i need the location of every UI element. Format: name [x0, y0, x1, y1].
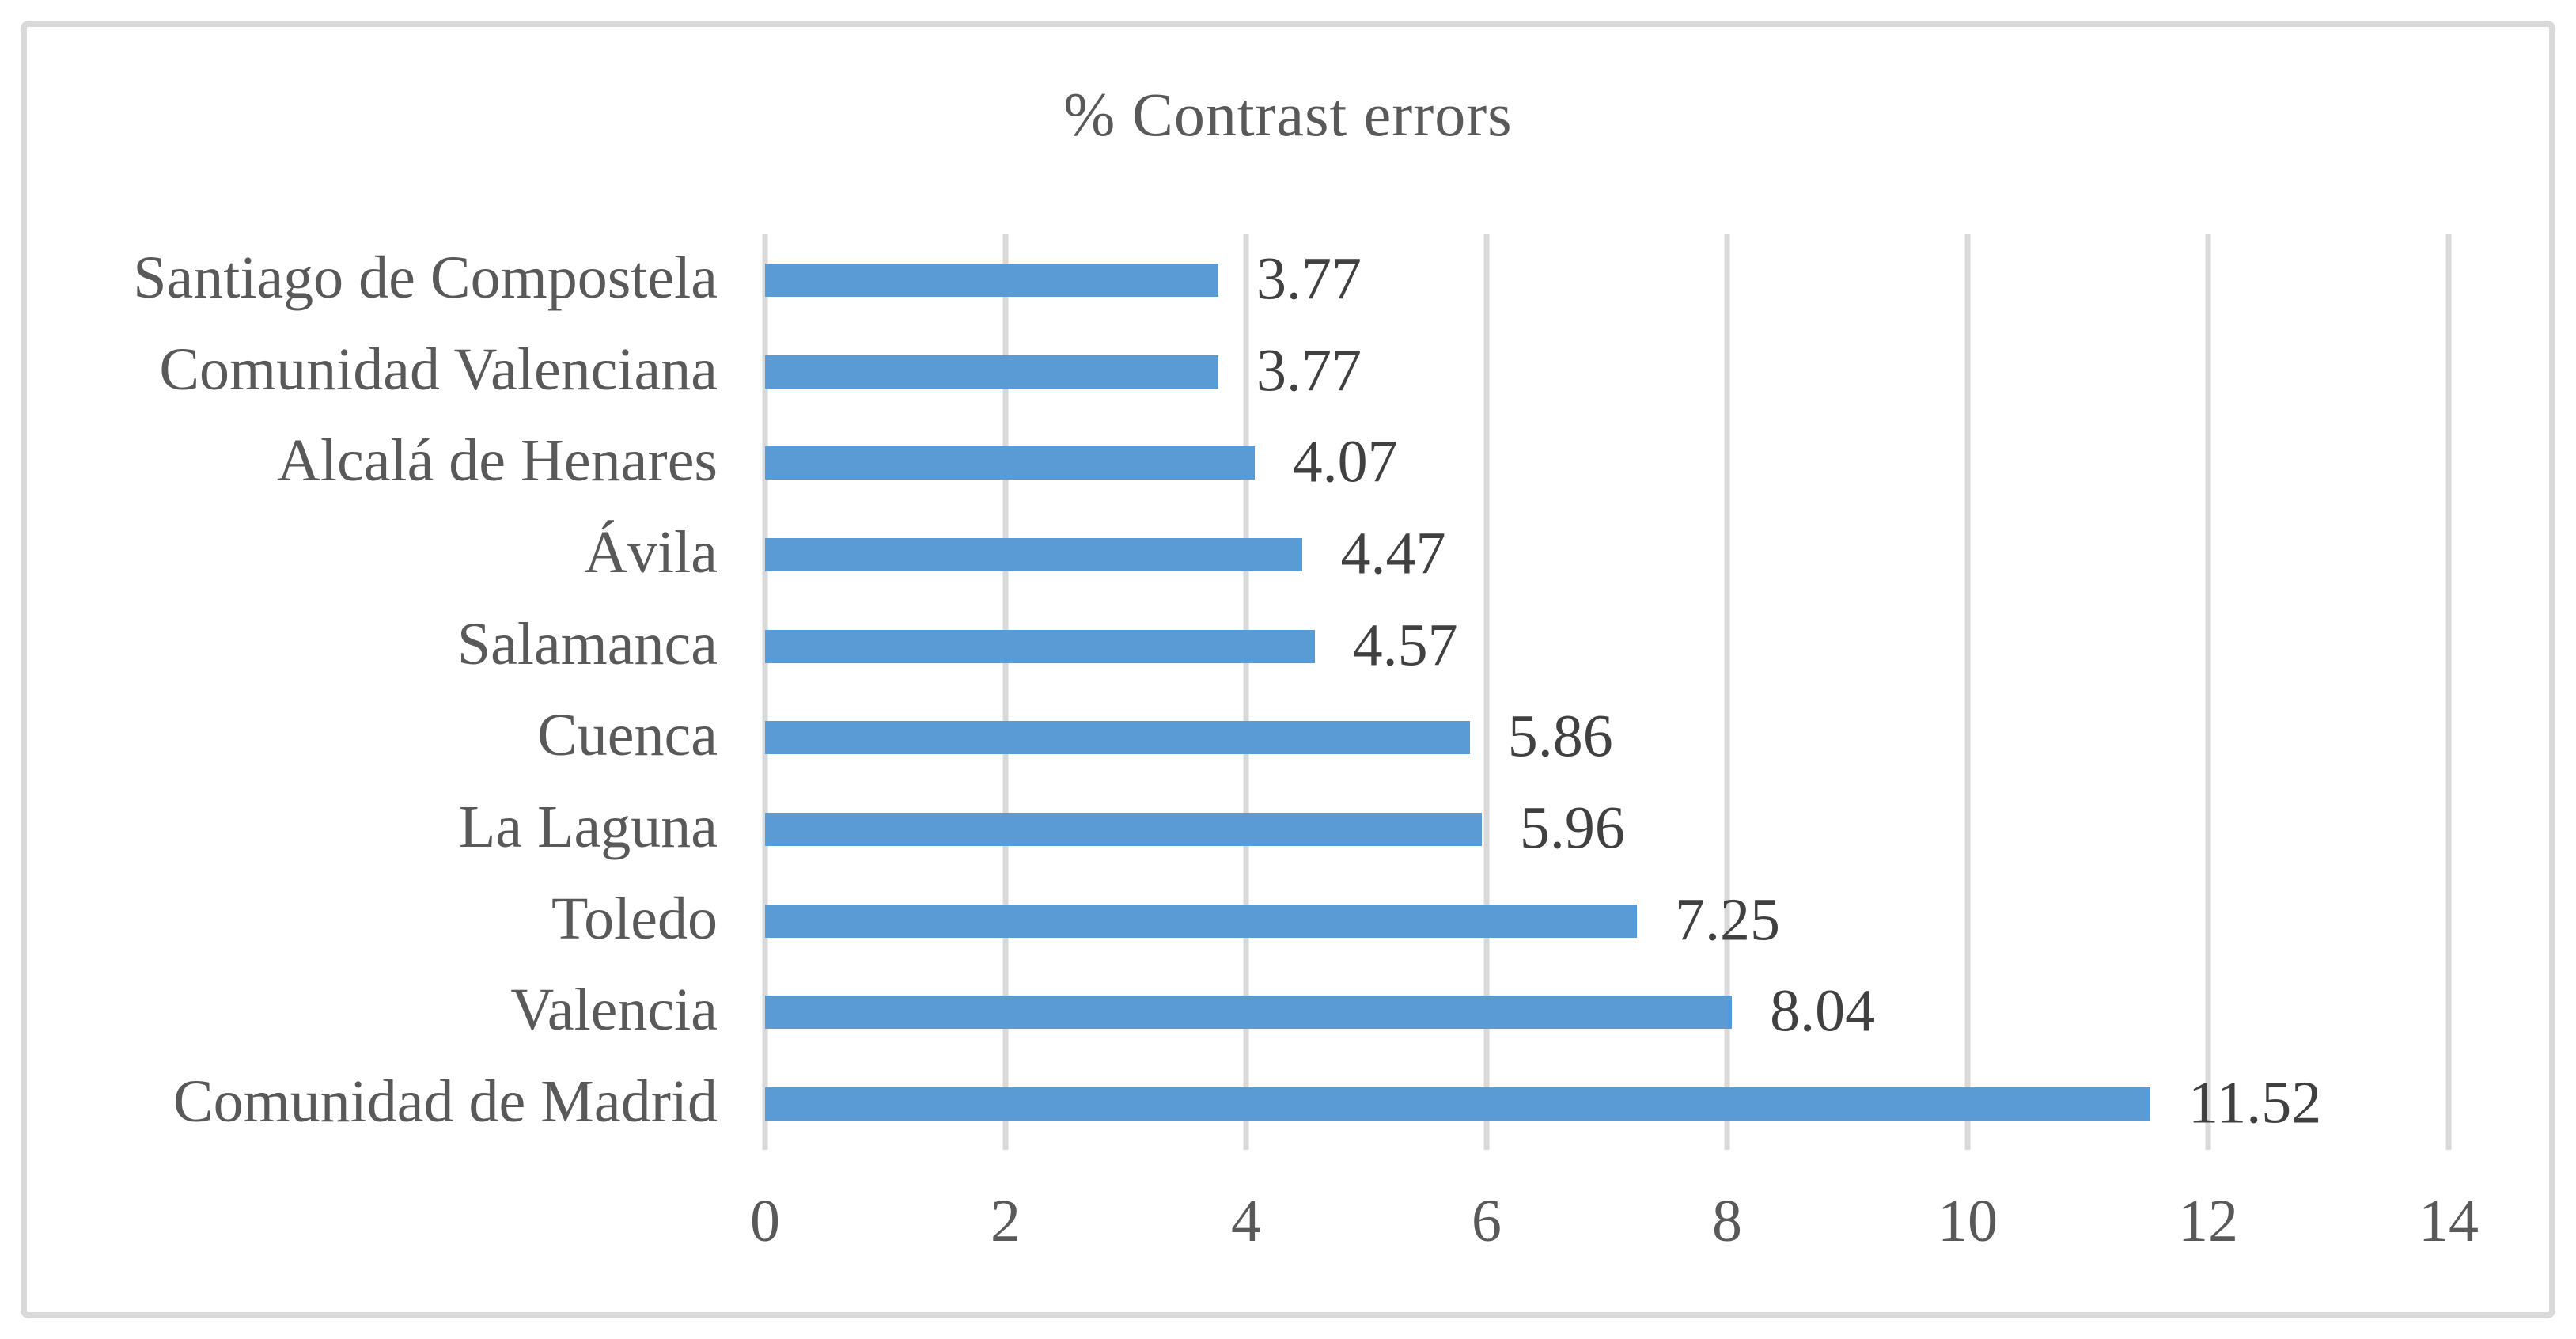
value-label: 4.07	[1292, 428, 1398, 495]
value-label: 3.77	[1256, 245, 1362, 313]
x-tick-label-4: 4	[1231, 1188, 1261, 1254]
value-label: 3.77	[1256, 337, 1362, 404]
value-label: 5.86	[1507, 703, 1613, 770]
bar-row: Cuenca 5.86	[537, 692, 2449, 784]
value-label: 11.52	[2188, 1069, 2322, 1136]
bar	[765, 721, 1470, 755]
chart-title: % Contrast errors	[1063, 80, 1513, 149]
bar-rows: Santiago de Compostela 3.77 Comunidad Vale…	[133, 234, 2449, 1150]
category-label: Comunidad de Madrid	[172, 1068, 718, 1136]
value-label: 7.25	[1675, 886, 1780, 954]
x-tick-label-8: 8	[1712, 1188, 1742, 1254]
bar	[765, 355, 1219, 389]
bar	[765, 813, 1482, 847]
x-tick-label-0: 0	[750, 1188, 780, 1254]
bar-row: Salamanca 4.57	[457, 601, 2449, 692]
x-tick-label-6: 6	[1472, 1188, 1502, 1254]
x-axis-tick-labels: 0 2 4 6 8 10 12 14	[750, 1188, 2479, 1270]
bar-row: Ávila 4.47	[584, 509, 2449, 601]
value-label: 4.47	[1340, 520, 1446, 587]
plot-area: Santiago de Compostela 3.77 Comunidad Vale…	[133, 234, 2452, 1150]
bar	[765, 537, 1303, 571]
value-label: 5.96	[1519, 795, 1625, 862]
bar-row: Toledo 7.25	[551, 875, 2449, 967]
category-label: Ávila	[584, 518, 718, 586]
gridline-x-2	[1002, 234, 1009, 1150]
x-tick-label-14: 14	[2419, 1188, 2479, 1254]
gridline-x-14	[2445, 234, 2452, 1150]
gridlines	[762, 234, 2452, 1150]
bar-row: Santiago de Compostela 3.77	[133, 234, 2449, 326]
gridline-x-6	[1483, 234, 1490, 1150]
gridline-x-0	[762, 234, 768, 1150]
category-label: Toledo	[551, 885, 718, 952]
x-tick-label-2: 2	[991, 1188, 1021, 1254]
x-tick-label-12: 12	[2178, 1188, 2238, 1254]
bar	[765, 904, 1637, 938]
value-label: 8.04	[1770, 977, 1876, 1045]
bar-row: Comunidad de Madrid 11.52	[173, 1058, 2449, 1150]
bar-row: Valencia 8.04	[510, 967, 2449, 1059]
bar-row: Comunidad Valenciana 3.77	[159, 326, 2449, 418]
gridline-x-10	[1964, 234, 1971, 1150]
bar	[765, 1087, 2151, 1121]
category-label: Valencia	[510, 977, 718, 1044]
x-tick-label-10: 10	[1938, 1188, 1998, 1254]
bar-row: La Laguna 5.96	[459, 783, 2449, 875]
category-label: Cuenca	[537, 702, 718, 769]
gridline-x-8	[1724, 234, 1730, 1150]
bar-row: Alcalá de Henares 4.07	[277, 417, 2449, 509]
gridline-x-4	[1243, 234, 1249, 1150]
category-label: Salamanca	[456, 610, 718, 677]
bar	[765, 996, 1733, 1030]
bar	[765, 629, 1315, 663]
category-label: La Laguna	[458, 794, 718, 861]
category-label: Santiago de Compostela	[133, 244, 718, 311]
category-label: Comunidad Valenciana	[159, 336, 718, 403]
category-label: Alcalá de Henares	[276, 427, 718, 495]
bar	[765, 263, 1219, 297]
gridline-x-12	[2205, 234, 2211, 1150]
bar	[765, 446, 1255, 480]
value-label: 4.57	[1352, 612, 1458, 679]
